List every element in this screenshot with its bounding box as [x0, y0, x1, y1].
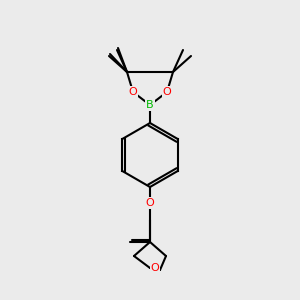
Text: O: O [151, 263, 159, 273]
Text: O: O [146, 198, 154, 208]
Text: O: O [129, 87, 137, 97]
Text: B: B [146, 100, 154, 110]
Text: O: O [163, 87, 171, 97]
